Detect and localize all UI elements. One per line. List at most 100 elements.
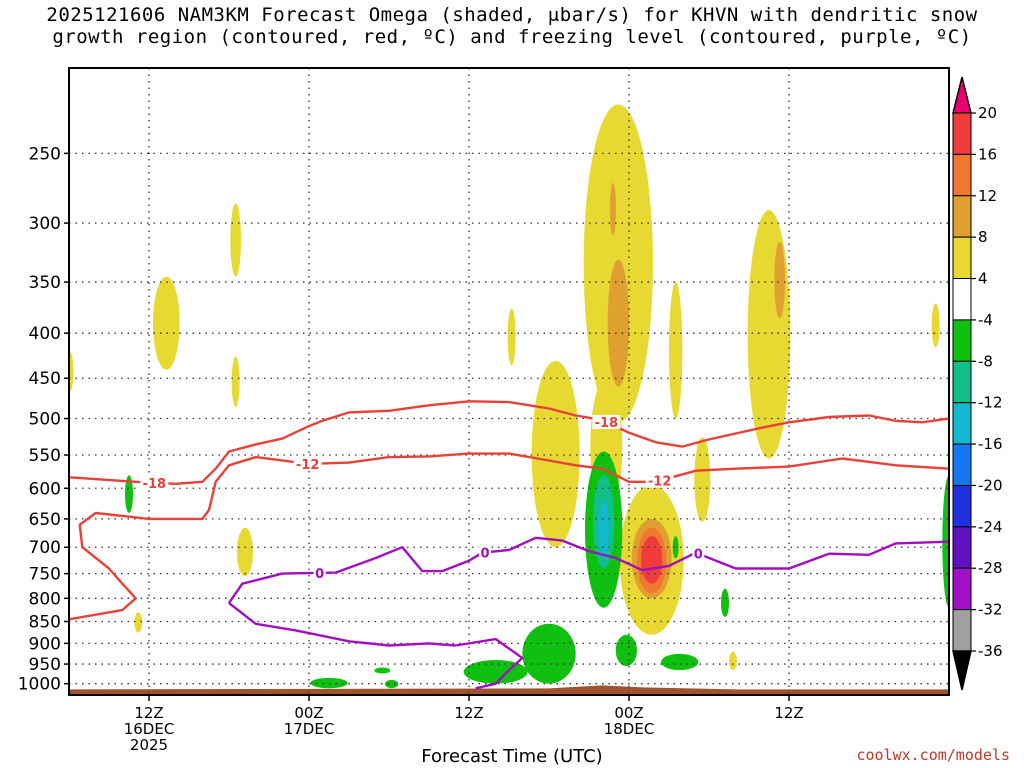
colorbar-bin-1 [952, 153, 972, 197]
omega-region-29 [661, 653, 699, 671]
x-tick-label: 12Z [134, 704, 163, 722]
contour-label--12-1: -12 [648, 475, 672, 490]
colorbar-label: -12 [978, 394, 1003, 412]
omega-region-3 [237, 527, 253, 577]
omega-region-21 [641, 536, 663, 584]
contour-label-bg [692, 546, 705, 561]
colorbar-label: 16 [978, 145, 997, 163]
omega-region-18 [610, 182, 616, 236]
omega-region-33 [374, 667, 391, 674]
colorbar-bin-10 [952, 526, 972, 569]
omega-region-23 [125, 475, 133, 513]
x-axis-title: Forecast Time (UTC) [421, 746, 603, 767]
credit-text: coolwx.com/models [856, 746, 1010, 764]
omega-region-31 [672, 536, 679, 559]
y-tick-label: 600 [29, 479, 61, 499]
omega-region-5 [507, 308, 516, 366]
contour-line-0 [228, 536, 949, 604]
colorbar-bin-9 [952, 484, 972, 528]
contour-line--12 [69, 452, 949, 621]
y-tick-label: 950 [29, 655, 61, 675]
x-tick-label: 00Z [614, 704, 643, 722]
omega-region-27 [385, 679, 399, 689]
y-tick-label: 700 [29, 538, 61, 558]
colorbar-label: -4 [978, 311, 993, 329]
omega-region-14 [931, 303, 940, 348]
y-tick-label: 500 [29, 410, 61, 430]
colorbar-label: 12 [978, 187, 997, 205]
grid-layer [69, 68, 949, 695]
plot-frame [68, 67, 950, 696]
contour-label--18-1: -18 [595, 416, 619, 431]
contour-label--12-0: -12 [296, 458, 320, 473]
omega-region-28 [615, 634, 637, 667]
omega-region-13 [729, 651, 737, 671]
contour-label-bg [293, 456, 322, 471]
colorbar-bottom-arrow [952, 650, 972, 691]
colorbar: 20 16 12 8 4 -4 -8 -12 -16 -20 -24 -28 -32 -36 [952, 76, 1003, 691]
omega-region-24 [522, 623, 576, 684]
colorbar-bin-4 [952, 278, 972, 321]
x-tick-label: 17DEC [284, 720, 335, 738]
y-tick-label: 550 [29, 446, 61, 466]
y-tick-label: 400 [29, 324, 61, 344]
contour-line-0-low [228, 602, 524, 690]
colorbar-bin-11 [952, 567, 972, 611]
colorbar-label: 4 [978, 270, 988, 288]
colorbar-bin-7 [952, 402, 972, 445]
omega-region-4 [134, 612, 143, 633]
colorbar-label: 8 [978, 228, 988, 246]
omega-region-0 [153, 276, 180, 370]
colorbar-label: -16 [978, 435, 1003, 453]
omega-region-17 [774, 241, 786, 319]
colorbar-label: -20 [978, 476, 1003, 494]
y-tick-label: 1000 [18, 675, 61, 695]
colorbar-label: -28 [978, 559, 1003, 577]
colorbar-top-arrow [952, 76, 972, 114]
x-tick-label: 00Z [294, 704, 323, 722]
colorbar-bin-5 [952, 319, 972, 362]
y-tick-label: 450 [29, 369, 61, 389]
y-tick-label: 800 [29, 589, 61, 609]
x-tick-label: 12Z [774, 704, 803, 722]
omega-shading-layer [69, 104, 949, 689]
contour-line--18 [69, 400, 949, 485]
colorbar-bin-3 [952, 236, 972, 280]
y-tick-label: 900 [29, 634, 61, 654]
y-axis: 2503003504004505005506006507007508008509… [18, 144, 69, 695]
omega-region-11 [694, 437, 711, 522]
omega-region-9 [669, 282, 683, 419]
omega-region-30 [721, 588, 729, 617]
contour-label--18-0: -18 [143, 477, 167, 492]
contour-label-bg [645, 473, 674, 488]
contour-label-bg [313, 565, 326, 580]
omega-region-12 [747, 210, 791, 459]
x-tick-label: 12Z [454, 704, 483, 722]
x-tick-label: 18DEC [604, 720, 655, 738]
contour-label-bg [479, 545, 491, 560]
omega-region-6 [531, 360, 580, 548]
colorbar-label: -24 [978, 518, 1003, 536]
y-tick-label: 750 [29, 565, 61, 585]
colorbar-bin-6 [952, 360, 972, 404]
colorbar-label: -8 [978, 352, 993, 370]
contour-label-bg [140, 475, 169, 490]
colorbar-label: -36 [978, 642, 1003, 660]
contour-layer: -18 -18 -12 -12 0 0 0 [69, 400, 949, 690]
y-tick-label: 250 [29, 144, 61, 164]
omega-region-1 [230, 203, 242, 277]
y-tick-label: 650 [29, 510, 61, 530]
contour-label-0-2: 0 [694, 548, 703, 563]
x-tick-label: 2025 [130, 736, 168, 754]
x-tick-label: 16DEC [124, 720, 175, 738]
colorbar-bin-8 [952, 443, 972, 486]
chart-title: 2025121606 NAM3KM Forecast Omega (shaded… [0, 4, 1024, 48]
omega-region-16 [607, 259, 629, 387]
y-tick-label: 850 [29, 613, 61, 633]
contour-label-bg [592, 414, 621, 429]
title-line-2: growth region (contoured, red, ºC) and f… [52, 26, 972, 48]
colorbar-label: -32 [978, 601, 1003, 619]
terrain-layer [69, 685, 949, 695]
